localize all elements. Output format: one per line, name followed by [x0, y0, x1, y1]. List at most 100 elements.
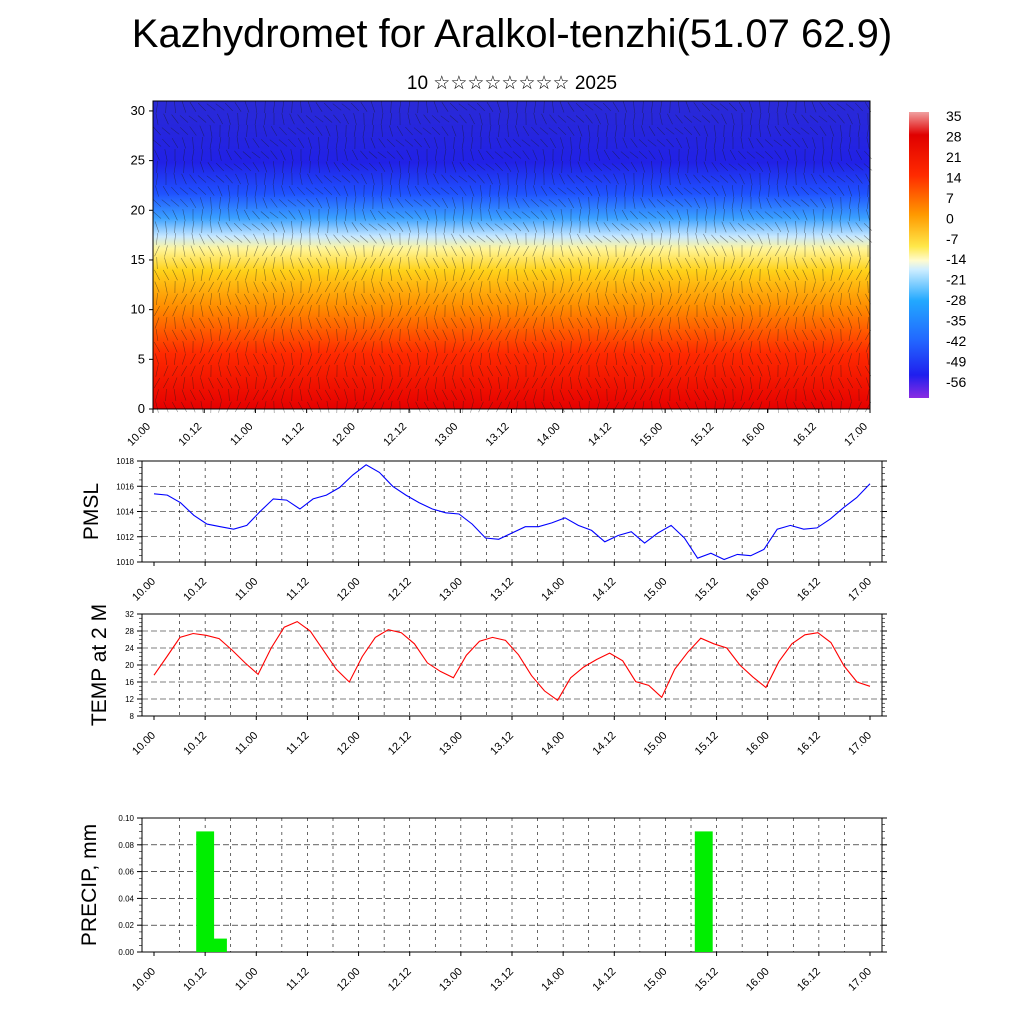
- wind-barb: [415, 329, 421, 341]
- wind-barb: [323, 115, 333, 123]
- wind-barb: [785, 353, 789, 365]
- wind-barb: [523, 317, 529, 329]
- wind-barb: [641, 365, 645, 377]
- wind-barb: [307, 101, 313, 113]
- wind-barb: [415, 341, 421, 353]
- wind-barb: [361, 305, 367, 317]
- wind-barb: [597, 208, 599, 222]
- wind-barb: [557, 127, 567, 135]
- wind-barb: [506, 185, 510, 197]
- wind-barb: [720, 305, 728, 317]
- wind-barb: [685, 101, 691, 113]
- wind-barb: [648, 245, 656, 257]
- wind-barb: [407, 365, 411, 377]
- wind-barb: [865, 341, 871, 353]
- wind-barb: [197, 115, 207, 123]
- wind-barb: [813, 377, 815, 389]
- wind-barb: [506, 197, 510, 209]
- wind-barb: [280, 221, 286, 233]
- wind-barb: [441, 197, 449, 209]
- wind-barb: [683, 187, 693, 195]
- wind-barb: [362, 197, 366, 209]
- wind-barb: [378, 210, 386, 220]
- wind-barb: [271, 317, 277, 329]
- wind-barb: [802, 377, 808, 389]
- wind-barb: [190, 293, 196, 305]
- wind-barb: [235, 305, 241, 317]
- wind-barb: [522, 150, 530, 160]
- wind-barb: [361, 341, 367, 353]
- wind-barb: [651, 400, 653, 414]
- wind-barb: [656, 199, 666, 207]
- wind-barb: [359, 163, 369, 171]
- wind-barb: [541, 341, 547, 353]
- wind-barb: [389, 329, 393, 341]
- x-tick-label: 10.12: [181, 730, 209, 758]
- wind-barb: [389, 233, 393, 245]
- wind-barb: [809, 187, 819, 195]
- wind-barb: [802, 209, 808, 221]
- wind-barb: [740, 353, 744, 365]
- wind-barb: [757, 317, 763, 329]
- wind-barb: [812, 281, 816, 293]
- wind-barb: [387, 317, 395, 329]
- wind-barb: [327, 136, 329, 150]
- wind-barb: [262, 161, 268, 173]
- wind-barb: [225, 305, 233, 317]
- wind-barb: [246, 124, 248, 138]
- wind-barb: [278, 139, 288, 147]
- wind-barb: [406, 353, 412, 365]
- wind-barb: [305, 187, 315, 195]
- wind-barb: [532, 245, 538, 257]
- wind-barb: [344, 389, 348, 401]
- wind-barb: [489, 184, 491, 198]
- wind-barb: [812, 137, 816, 149]
- x-tick-label: 17.00: [846, 730, 874, 758]
- wind-barb: [450, 389, 458, 401]
- wind-barb: [200, 209, 204, 221]
- wind-barb: [747, 234, 755, 244]
- wind-barb: [649, 353, 655, 365]
- wind-barb: [684, 198, 692, 208]
- wind-barb: [398, 173, 402, 185]
- wind-barb: [856, 293, 862, 305]
- wind-barb: [288, 138, 296, 148]
- x-tick-label: 10.00: [130, 576, 158, 604]
- wind-barb: [649, 341, 655, 353]
- wind-barb: [343, 305, 349, 317]
- wind-barb: [593, 175, 603, 183]
- wind-barb: [858, 317, 860, 329]
- wind-barb: [803, 389, 807, 401]
- wind-barb: [335, 257, 339, 269]
- wind-barb: [431, 115, 441, 123]
- wind-barb: [308, 245, 312, 257]
- wind-barb: [785, 293, 789, 305]
- wind-barb: [371, 245, 375, 257]
- wind-barb: [666, 186, 674, 196]
- wind-barb: [478, 329, 484, 341]
- wind-barb: [534, 293, 536, 305]
- wind-barb: [281, 185, 285, 197]
- wind-barb: [469, 305, 475, 317]
- wind-barb: [189, 126, 197, 136]
- wind-barb: [676, 209, 682, 221]
- wind-barb: [244, 353, 250, 365]
- wind-barb: [694, 197, 700, 209]
- wind-barb: [244, 401, 250, 413]
- wind-barb: [172, 305, 178, 317]
- wind-barb: [208, 317, 214, 329]
- wind-barb: [856, 257, 862, 269]
- wind-barb: [533, 401, 537, 413]
- wind-barb: [182, 209, 186, 221]
- wind-barb: [299, 389, 303, 401]
- wind-barb: [399, 184, 401, 198]
- y-tick-label: 28: [125, 627, 134, 636]
- wind-barb: [857, 281, 861, 293]
- wind-barb: [828, 353, 836, 365]
- wind-barb: [837, 114, 845, 124]
- y-tick-label: 0.08: [118, 841, 134, 850]
- wind-barb: [290, 149, 294, 161]
- wind-barb: [479, 125, 483, 137]
- wind-barb: [657, 126, 665, 136]
- wind-barb: [533, 365, 537, 377]
